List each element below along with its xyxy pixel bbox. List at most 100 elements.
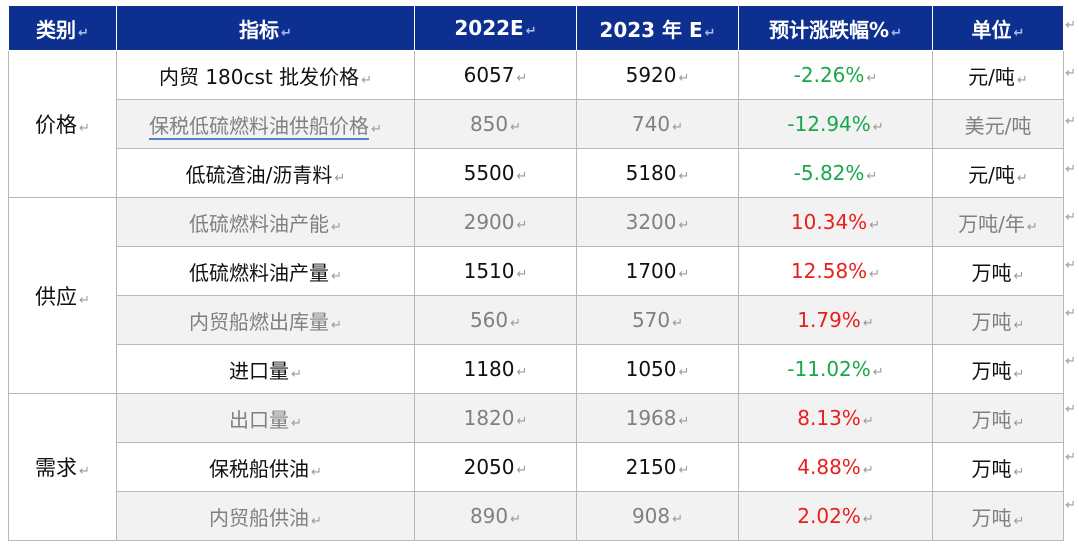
change-cell: 1.79% ↵	[738, 295, 933, 345]
return-mark-icon: ↵	[516, 71, 528, 86]
value-2023-cell: 740 ↵	[576, 99, 739, 149]
return-mark-icon: ↵	[1026, 219, 1038, 235]
return-mark-icon: ↵	[1065, 66, 1076, 81]
return-mark-icon: ↵	[510, 120, 522, 135]
header-category: 类别 ↵	[8, 5, 117, 51]
return-mark-icon: ↵	[516, 463, 528, 478]
change-cell: 8.13% ↵	[738, 393, 933, 443]
indicator-cell: 内贸船供油 ↵	[116, 491, 415, 541]
change-cell: -2.26% ↵	[738, 50, 933, 100]
return-mark-icon: ↵	[79, 121, 90, 136]
unit-cell: 万吨/年 ↵	[932, 197, 1064, 247]
unit-cell: 万吨 ↵	[932, 393, 1064, 443]
return-mark-icon: ↵	[1013, 25, 1025, 41]
return-mark-icon: ↵	[1016, 72, 1028, 88]
indicator-cell: 保税船供油 ↵	[116, 442, 415, 492]
unit-cell: 万吨 ↵	[932, 246, 1064, 296]
return-mark-icon: ↵	[371, 121, 382, 137]
return-mark-icon: ↵	[525, 24, 537, 39]
indicator-cell: 保税低硫燃料油供船价格 ↵	[116, 99, 415, 149]
return-mark-icon: ↵	[678, 414, 690, 429]
return-mark-icon: ↵	[516, 414, 528, 429]
return-mark-icon: ↵	[510, 512, 522, 527]
return-mark-icon: ↵	[862, 512, 874, 527]
return-mark-icon: ↵	[869, 218, 881, 233]
return-mark-icon: ↵	[291, 415, 302, 431]
change-cell: -5.82% ↵	[738, 148, 933, 198]
return-mark-icon: ↵	[678, 218, 690, 233]
unit-cell: 万吨 ↵	[932, 295, 1064, 345]
return-mark-icon: ↵	[281, 25, 292, 41]
category-demand: 需求 ↵	[8, 393, 117, 541]
value-2023-cell: 1700 ↵	[576, 246, 739, 296]
return-mark-icon: ↵	[311, 513, 322, 529]
return-mark-icon: ↵	[866, 169, 878, 184]
value-2023-cell: 908 ↵	[576, 491, 739, 541]
return-mark-icon: ↵	[516, 365, 528, 380]
header-change: 预计涨跌幅% ↵	[738, 5, 933, 51]
return-mark-icon: ↵	[872, 120, 884, 135]
unit-cell: 万吨 ↵	[932, 442, 1064, 492]
value-2023-cell: 5180 ↵	[576, 148, 739, 198]
value-2022-cell: 5500 ↵	[414, 148, 577, 198]
value-2023-cell: 570 ↵	[576, 295, 739, 345]
return-mark-icon: ↵	[1013, 268, 1025, 284]
return-mark-icon: ↵	[291, 366, 302, 382]
return-mark-icon: ↵	[1065, 402, 1076, 417]
value-2022-cell: 2900 ↵	[414, 197, 577, 247]
table-row: 保税低硫燃料油供船价格 ↵ 850 ↵ 740 ↵ -12.94% ↵ 美元/吨	[9, 99, 1064, 149]
return-mark-icon: ↵	[678, 71, 690, 86]
value-2023-cell: 5920 ↵	[576, 50, 739, 100]
return-mark-icon: ↵	[334, 170, 346, 186]
table-row: 价格 ↵ 内贸 180cst 批发价格 ↵ 6057 ↵ 5920 ↵ -2.26% ↵ …	[8, 50, 1064, 198]
return-mark-icon: ↵	[1013, 366, 1025, 382]
value-2022-cell: 560 ↵	[414, 295, 577, 345]
return-mark-icon: ↵	[1016, 170, 1028, 186]
return-mark-icon: ↵	[1065, 306, 1076, 321]
change-cell: -12.94% ↵	[738, 99, 933, 149]
header-unit: 单位 ↵	[932, 5, 1064, 51]
return-mark-icon: ↵	[862, 414, 874, 429]
value-2022-cell: 850 ↵	[414, 99, 577, 149]
return-mark-icon: ↵	[361, 72, 373, 88]
category-price: 价格 ↵	[8, 50, 117, 198]
value-2022-cell: 1510 ↵	[414, 246, 577, 296]
header-indicator: 指标 ↵	[116, 5, 415, 51]
return-mark-icon: ↵	[704, 25, 716, 41]
return-mark-icon: ↵	[516, 169, 528, 184]
value-2022-cell: 6057 ↵	[414, 50, 577, 100]
unit-cell: 万吨 ↵	[932, 491, 1064, 541]
unit-cell: 元/吨 ↵	[932, 148, 1064, 198]
value-2023-cell: 3200 ↵	[576, 197, 739, 247]
return-mark-icon: ↵	[678, 365, 690, 380]
return-mark-icon: ↵	[510, 316, 522, 331]
return-mark-icon: ↵	[1065, 498, 1076, 513]
indicator-cell: 低硫燃料油产量 ↵	[116, 246, 415, 296]
return-mark-icon: ↵	[311, 464, 322, 480]
return-mark-icon: ↵	[1065, 114, 1076, 129]
value-2022-cell: 2050 ↵	[414, 442, 577, 492]
change-cell: -11.02% ↵	[738, 344, 933, 394]
indicator-cell: 内贸 180cst 批发价格 ↵	[116, 50, 415, 100]
return-mark-icon: ↵	[331, 268, 342, 284]
return-mark-icon: ↵	[1065, 450, 1076, 465]
fuel-oil-forecast-table: 类别 ↵ 指标 ↵ 2022E ↵ 2023 年 E ↵ 预计涨跌幅% ↵ 单位 ↵ 价格 ↵…	[8, 5, 1064, 541]
return-mark-icon: ↵	[1065, 210, 1076, 225]
return-mark-icon: ↵	[672, 316, 684, 331]
table-row: 内贸船燃出库量 ↵ 560 ↵ 570 ↵ 1.79% ↵ 万吨 ↵	[9, 295, 1064, 345]
return-mark-icon: ↵	[1065, 18, 1076, 33]
return-mark-icon: ↵	[78, 25, 89, 41]
return-mark-icon: ↵	[862, 463, 874, 478]
return-mark-icon: ↵	[1065, 354, 1076, 369]
return-mark-icon: ↵	[1065, 162, 1076, 177]
indicator-cell: 低硫渣油/沥青料 ↵	[116, 148, 415, 198]
indicator-cell: 内贸船燃出库量 ↵	[116, 295, 415, 345]
table-row: 需求 ↵ 出口量 ↵ 1820 ↵ 1968 ↵ 8.13% ↵ 万吨 ↵	[8, 393, 1064, 541]
category-supply: 供应 ↵	[8, 197, 117, 394]
return-mark-icon: ↵	[79, 464, 90, 479]
return-mark-icon: ↵	[516, 218, 528, 233]
return-mark-icon: ↵	[891, 25, 902, 41]
return-mark-icon: ↵	[862, 316, 874, 331]
table-row: 供应 ↵ 低硫燃料油产能 ↵ 2900 ↵ 3200 ↵ 10.34% ↵ 万吨/年 ↵	[8, 197, 1064, 394]
header-2022: 2022E ↵	[414, 5, 577, 51]
